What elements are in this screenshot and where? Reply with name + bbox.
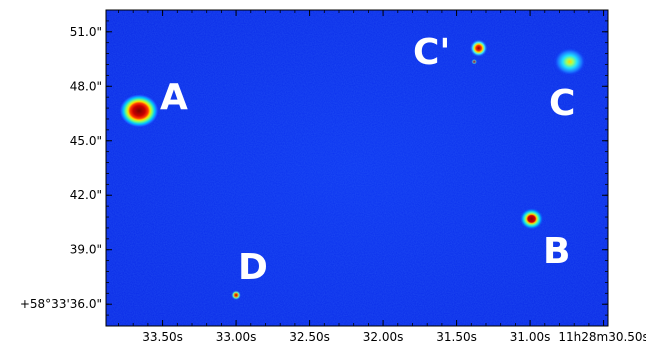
ticks-layer <box>106 10 608 327</box>
x-tick-label: 33.00s <box>216 330 257 344</box>
source-d-blob <box>231 290 242 301</box>
source-a-blob <box>119 93 160 128</box>
image-plot-area <box>106 10 608 326</box>
source-c-prime-blob <box>469 39 488 58</box>
x-tick-label: 32.50s <box>289 330 330 344</box>
x-tick-labels: 33.50s 33.00s 32.50s 32.00s 31.50s 31.00s 11h2… <box>142 330 646 344</box>
image-noise-texture <box>106 10 608 326</box>
y-tick-label: 51.0" <box>70 25 102 39</box>
axes-frame <box>105 9 609 327</box>
source-label-a: A <box>160 77 188 118</box>
source-label-d: D <box>238 247 268 288</box>
x-tick-label: 31.50s <box>436 330 477 344</box>
source-labels: A B C C' D <box>160 32 575 288</box>
y-tick-label: 45.0" <box>70 134 102 148</box>
x-tick-label: 32.00s <box>363 330 404 344</box>
source-label-c: C <box>549 83 575 124</box>
source-label-c-prime: C' <box>413 32 450 73</box>
x-tick-label: 11h28m30.50s <box>558 330 646 344</box>
y-tick-label: 48.0" <box>70 79 102 93</box>
source-b-blob <box>519 207 544 230</box>
x-tick-label: 33.50s <box>142 330 183 344</box>
source-label-b: B <box>543 231 570 272</box>
sources-layer <box>119 39 586 301</box>
y-tick-labels: 51.0" 48.0" 45.0" 42.0" 39.0" +58°33'36.0" <box>20 25 102 311</box>
y-tick-label: 42.0" <box>70 188 102 202</box>
source-c-blob <box>553 47 586 76</box>
x-tick-label: 31.00s <box>510 330 551 344</box>
y-tick-label: +58°33'36.0" <box>20 297 102 311</box>
y-tick-label: 39.0" <box>70 243 102 257</box>
faint-companion-blob <box>471 58 478 65</box>
